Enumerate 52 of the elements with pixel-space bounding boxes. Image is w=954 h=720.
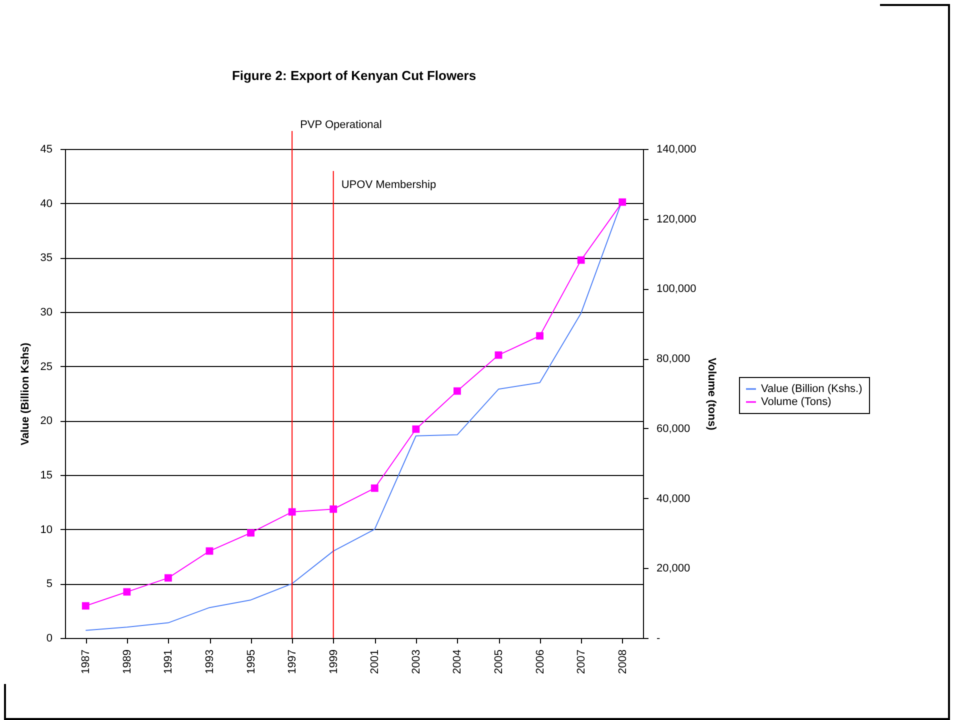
chart-title: Figure 2: Export of Kenyan Cut Flowers	[232, 68, 476, 83]
point	[330, 505, 338, 513]
y-tick-label: 25	[40, 360, 52, 373]
x-tick-label: 2007	[576, 650, 588, 674]
x-tick-label: 1991	[162, 650, 175, 674]
y2-tick-label: 120,000	[656, 213, 696, 226]
ref-line-label: UPOV Membership	[341, 179, 436, 191]
x-tick-label: 2006	[534, 650, 546, 674]
y2-tick-label: -	[656, 632, 660, 644]
point	[454, 387, 461, 395]
point	[82, 602, 90, 610]
x-tick-label: 1999	[328, 650, 340, 674]
x-tick-label: 2005	[493, 650, 505, 674]
x-tick-label: 2001	[369, 650, 382, 674]
y-tick-label: 30	[40, 306, 52, 318]
point	[412, 425, 420, 433]
x-tick-label: 2003	[410, 650, 422, 674]
y2-tick-label: 100,000	[656, 283, 696, 296]
y2-tick-label: 60,000	[656, 422, 690, 435]
point	[123, 588, 131, 596]
point	[288, 508, 296, 516]
point	[618, 198, 626, 206]
y2-tick-label: 40,000	[656, 492, 690, 505]
x-tick-label: 2004	[452, 650, 464, 674]
y-tick-label: 45	[40, 144, 52, 156]
legend-label: Value (Billion (Kshs.)	[761, 383, 862, 395]
x-tick-label: 2008	[616, 650, 629, 674]
y-tick-label: 40	[40, 198, 52, 210]
point	[164, 574, 172, 582]
point	[370, 484, 378, 492]
y2-tick-label: 80,000	[656, 353, 690, 366]
x-tick-label: 1995	[245, 650, 258, 674]
y-tick-label: 0	[46, 632, 52, 644]
ref-line-label: PVP Operational	[300, 119, 382, 131]
x-tick-label: 1993	[204, 650, 216, 674]
y2-axis-title: Volume (tons)	[705, 358, 718, 431]
y-axis-title: Value (Billion Kshs)	[19, 342, 32, 446]
y2-tick-label: 140,000	[656, 144, 696, 156]
y-tick-label: 5	[46, 578, 52, 590]
x-tick-label: 1987	[80, 650, 92, 674]
y-tick-label: 20	[40, 415, 52, 428]
y-tick-label: 35	[40, 252, 52, 264]
y-tick-label: 10	[40, 524, 52, 536]
point	[247, 529, 254, 537]
x-tick-label: 1989	[121, 650, 134, 674]
legend-label: Volume (Tons)	[761, 396, 832, 408]
x-tick-label: 1997	[286, 650, 299, 674]
y2-tick-label: 20,000	[656, 562, 690, 575]
y-tick-label: 15	[40, 470, 52, 482]
point	[536, 332, 544, 340]
point	[577, 256, 585, 264]
point	[494, 351, 502, 359]
